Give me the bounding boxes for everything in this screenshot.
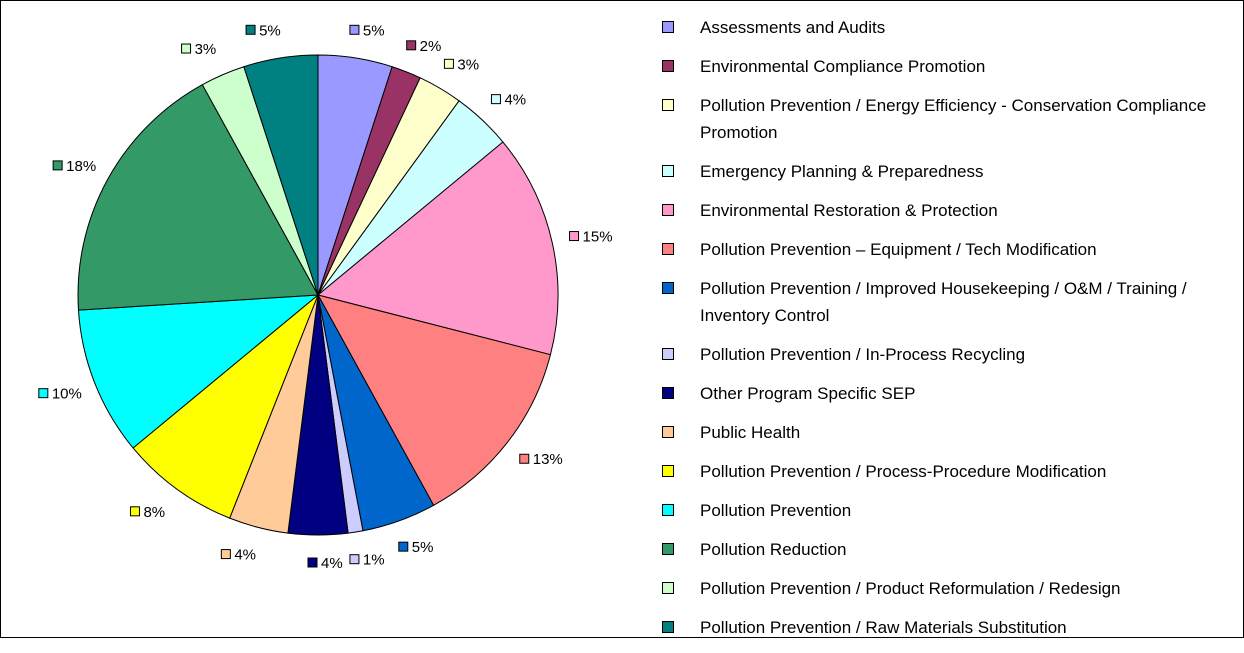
data-label-text: 5%: [363, 22, 385, 39]
data-label-text: 5%: [412, 539, 434, 556]
data-label: 4%: [307, 555, 343, 572]
data-label-text: 15%: [583, 229, 613, 246]
legend-label: Environmental Compliance Promotion: [700, 57, 986, 76]
label-swatch: [519, 453, 530, 464]
data-label: 5%: [349, 22, 385, 39]
legend-swatch: [662, 204, 674, 216]
label-swatch: [349, 24, 360, 35]
legend-item: Pollution Prevention / Improved Housekee…: [662, 275, 1222, 329]
data-label: 13%: [519, 451, 563, 468]
legend-item: Pollution Prevention / Energy Efficiency…: [662, 92, 1222, 146]
legend-label: Pollution Prevention – Equipment / Tech …: [700, 240, 1097, 259]
data-label-text: 3%: [195, 41, 217, 58]
legend-swatch: [662, 60, 674, 72]
label-swatch: [569, 231, 580, 242]
data-label-text: 1%: [363, 552, 385, 569]
data-label-text: 4%: [234, 547, 256, 564]
label-swatch: [38, 388, 49, 399]
legend-label: Pollution Reduction: [700, 540, 847, 559]
legend-item: Pollution Reduction: [662, 536, 1222, 563]
data-label: 5%: [245, 22, 281, 39]
data-label: 15%: [569, 229, 613, 246]
label-swatch: [220, 549, 231, 560]
data-label-text: 10%: [52, 386, 82, 403]
legend-label: Pollution Prevention: [700, 501, 852, 520]
legend-swatch: [662, 348, 674, 360]
label-swatch: [398, 541, 409, 552]
data-label: 5%: [398, 539, 434, 556]
legend-label: Pollution Prevention / In-Process Recycl…: [700, 345, 1026, 364]
legend-item: Emergency Planning & Preparedness: [662, 158, 1222, 185]
legend: Assessments and Audits Environmental Comp…: [662, 14, 1222, 653]
label-swatch: [490, 94, 501, 105]
data-label-text: 4%: [504, 92, 526, 109]
legend-item: Pollution Prevention: [662, 497, 1222, 524]
label-swatch: [129, 506, 140, 517]
legend-label: Other Program Specific SEP: [700, 384, 916, 403]
legend-swatch: [662, 582, 674, 594]
data-label: 18%: [52, 158, 96, 175]
data-label: 8%: [129, 504, 165, 521]
legend-label: Pollution Prevention / Energy Efficiency…: [700, 96, 1207, 142]
pie-slice: [243, 54, 319, 296]
legend-swatch: [662, 621, 674, 633]
pie-slice: [77, 84, 319, 311]
data-label-text: 2%: [420, 38, 442, 55]
legend-swatch: [662, 387, 674, 399]
legend-item: Pollution Prevention – Equipment / Tech …: [662, 236, 1222, 263]
data-label: 3%: [443, 56, 479, 73]
label-swatch: [52, 160, 63, 171]
label-swatch: [349, 554, 360, 565]
legend-swatch: [662, 543, 674, 555]
data-label-text: 8%: [143, 504, 165, 521]
label-swatch: [406, 40, 417, 51]
data-label-text: 3%: [457, 56, 479, 73]
pie-slice: [317, 294, 552, 506]
legend-item: Pollution Prevention / Raw Materials Sub…: [662, 614, 1222, 641]
data-label: 1%: [349, 552, 385, 569]
data-label-text: 4%: [321, 555, 343, 572]
pie-slice: [132, 294, 319, 519]
label-swatch: [245, 24, 256, 35]
legend-label: Public Health: [700, 423, 801, 442]
legend-item: Public Health: [662, 419, 1222, 446]
legend-item: Environmental Compliance Promotion: [662, 53, 1222, 80]
data-label-text: 13%: [533, 451, 563, 468]
pie-slice: [77, 294, 320, 449]
legend-label: Pollution Prevention / Product Reformula…: [700, 579, 1121, 598]
label-swatch: [307, 557, 318, 568]
label-swatch: [181, 43, 192, 54]
data-label-text: 18%: [66, 158, 96, 175]
data-label: 4%: [220, 547, 256, 564]
legend-label: Pollution Prevention / Raw Materials Sub…: [700, 618, 1067, 637]
pie-slice: [316, 141, 559, 356]
legend-label: Pollution Prevention / Process-Procedure…: [700, 462, 1107, 481]
pie-chart: 5% 2% 3% 4% 15% 13% 5% 1% 4% 4% 8% 10% 18% 3% 5%: [38, 22, 613, 572]
legend-label: Assessments and Audits: [700, 18, 886, 37]
data-label: 3%: [181, 41, 217, 58]
legend-swatch: [662, 243, 674, 255]
legend-item: Pollution Prevention / Product Reformula…: [662, 575, 1222, 602]
legend-item: Environmental Restoration & Protection: [662, 197, 1222, 224]
legend-item: Assessments and Audits: [662, 14, 1222, 41]
legend-item: Pollution Prevention / Process-Procedure…: [662, 458, 1222, 485]
data-label: 2%: [406, 38, 442, 55]
legend-swatch: [662, 504, 674, 516]
legend-swatch: [662, 99, 674, 111]
data-label-text: 5%: [259, 22, 281, 39]
legend-swatch: [662, 282, 674, 294]
legend-swatch: [662, 465, 674, 477]
legend-label: Pollution Prevention / Improved Housekee…: [700, 279, 1187, 325]
legend-swatch: [662, 426, 674, 438]
legend-swatch: [662, 21, 674, 33]
label-swatch: [443, 58, 454, 69]
data-label: 4%: [490, 92, 526, 109]
legend-item: Other Program Specific SEP: [662, 380, 1222, 407]
data-label: 10%: [38, 386, 82, 403]
legend-item: Pollution Prevention / In-Process Recycl…: [662, 341, 1222, 368]
legend-label: Emergency Planning & Preparedness: [700, 162, 984, 181]
legend-label: Environmental Restoration & Protection: [700, 201, 998, 220]
page: {"chart_data": {"type": "pie", "categori…: [0, 0, 1244, 638]
legend-swatch: [662, 165, 674, 177]
